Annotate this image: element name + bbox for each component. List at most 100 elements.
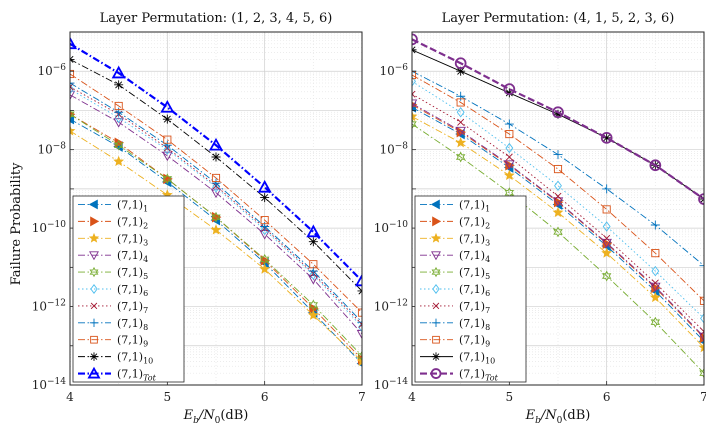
panel-right-legend-label: (7,1)8 [459,317,490,332]
panel-left-title: Layer Permutation: (1, 2, 3, 4, 5, 6) [100,11,333,26]
panel-right-x-axis-label: Eb/N0(dB) [525,408,591,425]
panel-left-series-marker-5 [70,83,74,95]
panel-left-legend-item: (7,1)Tot [78,366,157,383]
panel-left-x-tick-label: 4 [66,390,74,404]
panel-left-legend-label: (7,1)9 [117,334,148,349]
panel-right-series-marker-7 [699,261,704,271]
panel-left-series-marker-2 [356,355,362,366]
panel-left-series-7 [70,78,362,327]
panel-right-series-marker-10 [600,132,613,144]
panel-right-series-line-10 [412,38,704,200]
panel-left-series-marker-2 [113,155,125,167]
panel-right-series-marker-3 [412,99,418,109]
panel-left-series-marker-3 [356,329,362,340]
panel-right-series-7 [412,66,704,271]
panel-left-series-marker-8 [163,135,172,144]
panel-left-series-9 [70,54,362,296]
panel-left-series-marker-9 [308,237,318,247]
panel-right-legend-label: (7,1)3 [459,232,490,247]
panel-right-series-marker-9 [456,66,466,76]
panel-right-legend-label: (7,1)9 [459,334,490,349]
panel-right-series-line-8 [412,74,704,302]
panel-left-x-axis-label: Eb/N0(dB) [183,408,249,425]
panel-right-legend-item: (7,1)1 [420,198,490,213]
panel-right-legend-item: (7,1)10 [420,351,495,366]
panel-right-legend-marker [432,284,440,294]
panel-right-series-line-4 [412,123,704,374]
panel-right-y-tick-label: 10−14 [374,377,409,392]
panel-left-series-marker-8 [260,216,269,225]
y-axis-label: Failure Probability [9,162,24,285]
panel-right-ticks: 4 5 6 7 10−14 10−12 10−10 10−8 10−6 [374,31,706,404]
panel-right-series-marker-6 [651,279,659,287]
panel-left-legend: (7,1)1 (7,1)2 (7,1)3 (7,1)4 (7,1)5 (7,1)6 (7,1… [72,195,185,383]
panel-left-legend-marker [89,352,99,361]
panel-right-series-3 [412,99,704,343]
panel-right-legend-item: (7,1)3 [420,232,490,247]
panel-left-series-10 [70,36,362,287]
panel-right-x-tick-label: 5 [506,390,514,404]
panel-right-legend-item: (7,1)8 [420,317,490,332]
panel-right-series-marker-7 [650,220,660,230]
panel-right-series-marker-5 [412,76,416,87]
panel-left-legend-label: (7,1)3 [117,232,148,247]
panel-left-legend-marker [88,232,100,243]
panel-left-legend-label: (7,1)Tot [117,368,157,383]
panel-left-series-marker-4 [70,108,75,120]
panel-left-series-marker-2 [210,224,222,235]
panel-right-series-marker-6 [700,328,704,336]
panel-right-legend-marker [430,199,440,210]
panel-left-legend-label: (7,1)8 [117,317,148,332]
panel-right-series-marker-5 [456,106,465,118]
panel-left-y-tick-label: 10−14 [32,377,67,392]
panel-right-series-marker-2 [698,341,704,353]
panel-left-series-line-4 [70,113,362,357]
panel-right-legend-marker [432,216,442,227]
panel-left: Layer Permutation: (1, 2, 3, 4, 5, 6) 4 5… [32,11,366,425]
panel-left-ticks: 4 5 6 7 10−14 10−12 10−10 10−8 10−6 [32,31,366,404]
panel-right-legend-marker [430,368,442,379]
panel-left-series-marker-4 [308,299,319,311]
panel-left-legend-marker [87,366,101,379]
panel-right-series-marker-10 [649,159,662,172]
panel-right-series-marker-6 [554,192,562,200]
panel-right-legend-item: (7,1)2 [420,215,490,230]
panel-right-series-marker-4 [553,226,563,238]
panel-left-legend-item: (7,1)1 [78,198,148,213]
panel-right-legend-item: (7,1)7 [420,300,490,315]
panel-right-series-10 [412,33,704,205]
panel-left-series-marker-9 [260,193,270,203]
panel-right-legend-label: (7,1)1 [459,198,490,213]
panel-left-series-marker-5 [212,182,220,193]
panel-right-legend-marker [431,352,441,361]
panel-left-series-marker-4 [211,211,221,223]
panel-right-series-marker-8 [699,296,704,305]
panel-left-legend-label: (7,1)5 [117,266,148,281]
panel-right-series-5 [412,76,704,324]
panel-right-x-tick-label: 4 [408,390,416,404]
panel-left-series-marker-2 [70,125,76,136]
panel-right-legend-item: (7,1)Tot [420,368,499,383]
panel-right-series-marker-9 [553,109,563,119]
panel-left-x-tick-label: 7 [358,390,366,404]
panel-right-series-marker-2 [601,247,613,258]
panel-left-series-marker-7 [70,78,75,88]
panel-right-x-axis-label-text: Eb/N0(dB) [525,408,591,425]
panel-left-legend-item: (7,1)3 [78,232,148,247]
panel-right-y-tick-label: 10−12 [374,299,408,314]
panel-left-x-tick-label: 6 [261,390,269,404]
panel-right-series-marker-2 [503,169,515,181]
panel-right-series-marker-4 [412,118,417,130]
panel-right-series-marker-8 [602,205,611,214]
panel-left-series-marker-7 [211,178,221,188]
panel-left-x-axis-label-text: Eb/N0(dB) [183,408,249,425]
panel-left-legend-label: (7,1)10 [117,351,153,366]
panel-left-legend-item: (7,1)5 [78,266,148,281]
panel-right-series-marker-8 [651,249,660,258]
panel-right-series-line-5 [412,81,704,319]
panel-left-series-marker-3 [70,90,76,101]
panel-right-series-marker-2 [649,291,661,303]
panel-right-series-marker-5 [602,221,611,232]
panel-right-series-marker-3 [552,197,564,207]
